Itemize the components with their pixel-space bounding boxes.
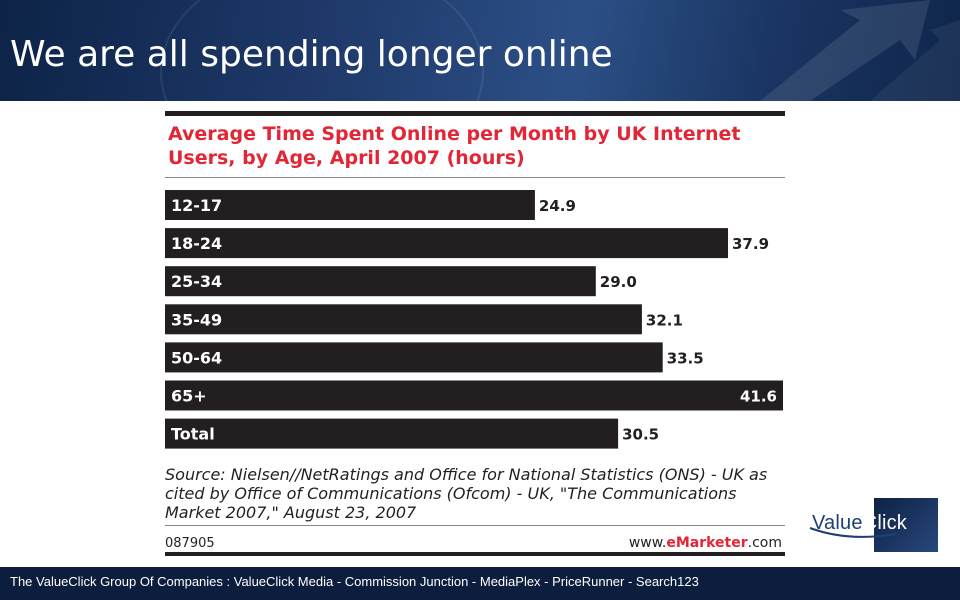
category-label: 65+	[171, 387, 207, 406]
bar-50-64	[165, 342, 663, 373]
chart-svg: Average Time Spent Online per Month by U…	[165, 111, 785, 556]
category-label: 35-49	[171, 310, 222, 329]
bar-18-24	[165, 228, 728, 259]
emarketer-url-prefix: www.	[629, 535, 667, 551]
chart-source-line3: Market 2007," August 23, 2007	[165, 503, 417, 522]
category-label: 50-64	[171, 348, 222, 367]
chart-bottom-rule	[165, 552, 785, 556]
valueclick-logo: ValueClick	[808, 498, 938, 552]
chart-title-rule	[165, 177, 785, 178]
header-arrow-icon	[760, 0, 960, 101]
emarketer-url-suffix: .com	[748, 535, 782, 551]
category-label: 12-17	[171, 196, 222, 215]
category-label: Total	[171, 425, 215, 444]
emarketer-url: www.eMarketer.com	[629, 535, 782, 551]
bar-Total	[165, 418, 619, 449]
chart-source-line1: Source: Nielsen//NetRatings and Office f…	[165, 465, 767, 484]
value-label: 24.9	[539, 197, 576, 215]
logo-swoosh-icon	[809, 527, 897, 538]
value-label: 32.1	[646, 311, 683, 329]
logo-square	[874, 498, 938, 552]
value-label: 37.9	[732, 235, 769, 253]
logo-word-click: Click	[862, 512, 908, 534]
bar-12-17	[165, 190, 535, 220]
chart-top-rule	[165, 111, 785, 116]
chart-title-line1: Average Time Spent Online per Month by U…	[168, 123, 740, 145]
value-label: 29.0	[600, 273, 637, 291]
logo-word-value: Value	[812, 512, 863, 534]
slide-header: We are all spending longer online	[0, 0, 960, 101]
bar-25-34	[165, 266, 596, 297]
value-label: 41.6	[740, 388, 777, 406]
footer-bar: The ValueClick Group Of Companies : Valu…	[0, 567, 960, 600]
chart-title-line2: Users, by Age, April 2007 (hours)	[168, 147, 525, 169]
bar-35-49	[165, 304, 642, 335]
bar-65+	[165, 380, 783, 411]
emarketer-brand: eMarketer	[666, 535, 747, 551]
bar-chart: Average Time Spent Online per Month by U…	[165, 111, 785, 556]
value-label: 30.5	[622, 426, 659, 444]
value-label: 33.5	[667, 349, 704, 367]
chart-id: 087905	[165, 536, 215, 551]
chart-bars: 12-17 24.9 18-24 37.9 25-34 29.0 35-49 32.1 50-6…	[165, 190, 783, 449]
footer-companies: The ValueClick Group Of Companies : Valu…	[10, 574, 699, 589]
chart-source-rule	[165, 525, 785, 526]
logo-wordmark: ValueClick	[812, 512, 907, 535]
slide-title: We are all spending longer online	[10, 34, 613, 75]
chart-source-line2: cited by Office of Communications (Ofcom…	[165, 484, 737, 503]
category-label: 25-34	[171, 272, 222, 291]
category-label: 18-24	[171, 234, 222, 253]
